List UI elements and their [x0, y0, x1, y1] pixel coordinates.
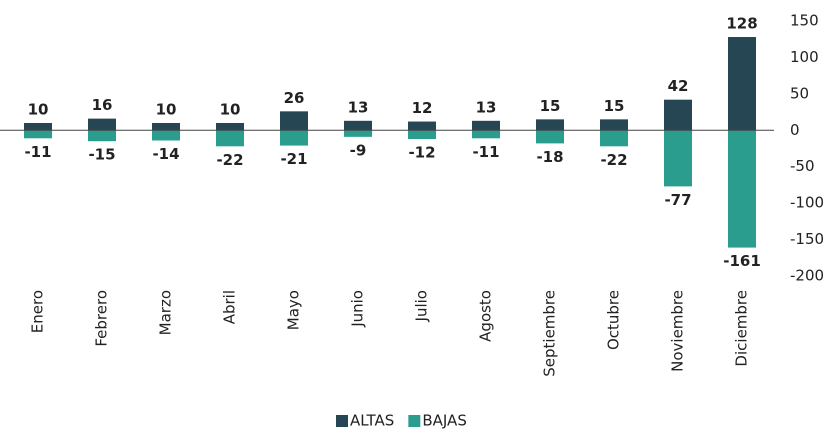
bar [216, 123, 244, 131]
x-tick-label: Febrero [93, 290, 111, 347]
bar [344, 130, 372, 137]
data-label: 128 [726, 15, 757, 33]
data-label: 10 [220, 101, 241, 119]
bar [472, 130, 500, 139]
bar [280, 111, 308, 131]
bar [408, 121, 436, 131]
legend-swatch [336, 415, 348, 427]
data-label: 15 [604, 97, 625, 115]
y-tick-label: 0 [790, 121, 800, 139]
bar [408, 130, 436, 140]
bar [152, 130, 180, 141]
bar [664, 99, 692, 131]
data-label: -12 [408, 144, 435, 162]
data-label: -161 [723, 252, 761, 270]
bar [600, 130, 628, 147]
data-label: 16 [92, 96, 113, 114]
bar [216, 130, 244, 147]
data-label: -11 [472, 143, 499, 161]
data-label: 12 [412, 99, 433, 117]
legend-swatch [408, 415, 421, 427]
bar [88, 118, 116, 131]
data-label: 13 [476, 98, 497, 116]
x-tick-label: Diciembre [733, 290, 751, 367]
x-tick-label: Septiembre [541, 290, 559, 377]
bar [600, 119, 628, 131]
y-tick-label: 150 [790, 12, 819, 30]
data-label: -18 [536, 148, 563, 166]
legend-label: BAJAS [422, 412, 467, 429]
data-label: -11 [24, 143, 51, 161]
data-label: -9 [350, 141, 367, 159]
x-tick-label: Marzo [157, 290, 175, 335]
bar [280, 130, 308, 146]
x-tick-label: Mayo [285, 290, 303, 330]
data-label: -22 [600, 151, 627, 169]
y-tick-label: 100 [790, 48, 819, 66]
data-label: -77 [664, 191, 691, 209]
bar [536, 130, 564, 144]
data-label: 10 [28, 101, 49, 119]
data-label: -15 [88, 146, 115, 164]
x-tick-label: Julio [413, 290, 431, 322]
bar [24, 130, 52, 139]
bar [344, 120, 372, 131]
y-tick-label: -150 [790, 230, 824, 248]
bar [152, 123, 180, 131]
data-label: 42 [668, 77, 689, 95]
bar [664, 130, 692, 187]
y-tick-label: -100 [790, 194, 824, 212]
x-tick-label: Octubre [605, 290, 623, 350]
x-tick-label: Junio [349, 290, 367, 328]
bar [472, 120, 500, 131]
bar [88, 130, 116, 142]
x-tick-label: Abril [221, 290, 239, 324]
x-tick-label: Enero [29, 290, 47, 333]
bar [536, 119, 564, 131]
bar [728, 130, 756, 248]
bar [728, 37, 756, 131]
x-tick-label: Noviembre [669, 290, 687, 372]
data-label: 26 [284, 89, 305, 107]
y-tick-label: -50 [790, 157, 815, 175]
data-label: 13 [348, 98, 369, 116]
bar [24, 123, 52, 131]
legend-label: ALTAS [350, 412, 394, 429]
data-label: 15 [540, 97, 561, 115]
data-label: -21 [280, 150, 307, 168]
x-tick-label: Agosto [477, 290, 495, 342]
y-tick-label: -200 [790, 267, 824, 285]
data-label: -22 [216, 151, 243, 169]
y-tick-label: 50 [790, 84, 809, 102]
data-label: 10 [156, 101, 177, 119]
data-label: -14 [152, 145, 179, 163]
